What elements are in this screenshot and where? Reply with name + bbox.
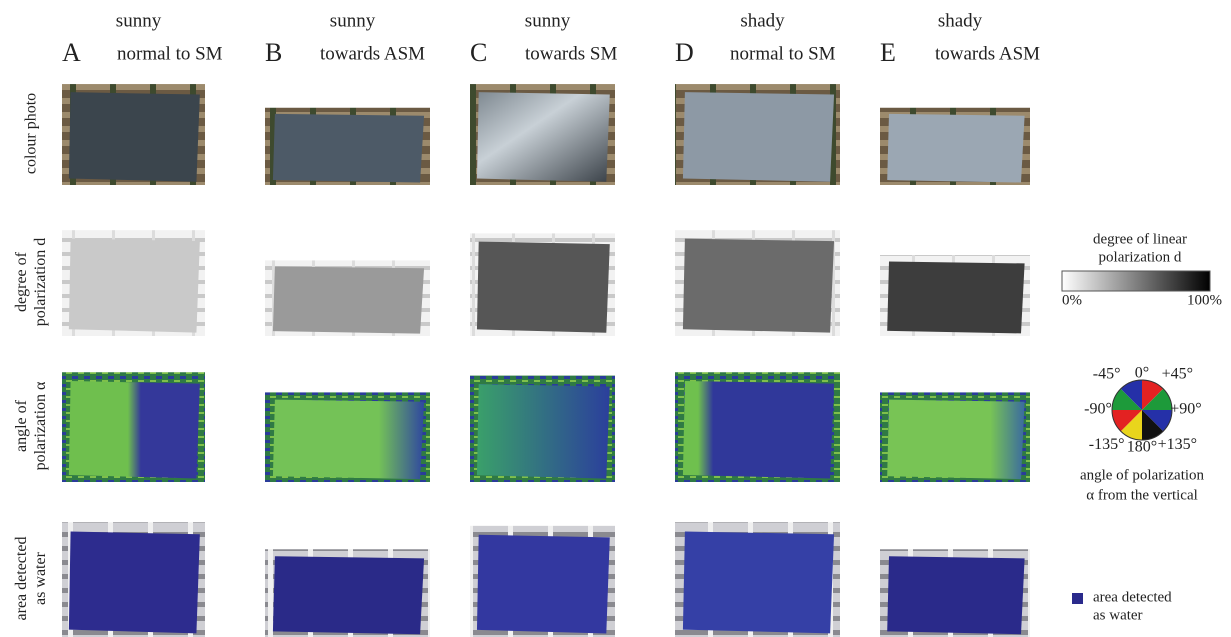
row-label: colour photo bbox=[23, 93, 40, 174]
surface-panel bbox=[273, 556, 424, 634]
dop-legend-title: polarization d bbox=[1099, 249, 1182, 265]
aop-caption: α from the vertical bbox=[1086, 487, 1198, 503]
aop-angle-label: -135° bbox=[1089, 436, 1125, 453]
surface-panel bbox=[887, 556, 1024, 634]
aop-angle-label: +135° bbox=[1158, 436, 1197, 453]
aop-angle-label: -45° bbox=[1093, 365, 1121, 382]
aop-caption: angle of polarization bbox=[1080, 467, 1205, 483]
surface-panel bbox=[69, 532, 200, 634]
surface-panel bbox=[683, 381, 834, 478]
direction-label: towards ASM bbox=[320, 43, 425, 64]
dop-min-label: 0% bbox=[1062, 292, 1082, 308]
surface-panel bbox=[683, 239, 834, 333]
condition-label: sunny bbox=[116, 10, 162, 31]
surface-panel bbox=[273, 114, 424, 183]
dop-legend-title: degree of linear bbox=[1093, 231, 1187, 247]
panel-letter: E bbox=[880, 38, 896, 67]
row-label: angle of bbox=[13, 399, 30, 452]
dop-colorbar bbox=[1062, 271, 1210, 291]
direction-label: normal to SM bbox=[730, 43, 836, 64]
row-label: area detected bbox=[13, 537, 30, 621]
image-grid bbox=[62, 84, 1030, 637]
row-label: polarization d bbox=[32, 238, 49, 326]
condition-label: shady bbox=[740, 10, 785, 31]
direction-label: towards SM bbox=[525, 43, 617, 64]
surface-panel bbox=[477, 92, 610, 182]
panel-letter: D bbox=[675, 38, 694, 67]
aop-angle-label: +90° bbox=[1170, 401, 1201, 418]
panel-letter: C bbox=[470, 38, 487, 67]
condition-label: sunny bbox=[330, 10, 376, 31]
aop-angle-label: 180° bbox=[1127, 439, 1157, 456]
surface-panel bbox=[887, 400, 1024, 480]
surface-panel bbox=[477, 242, 610, 333]
surface-panel bbox=[69, 381, 200, 478]
surface-panel bbox=[887, 114, 1024, 183]
surface-panel bbox=[887, 261, 1024, 333]
surface-panel bbox=[69, 239, 200, 333]
surface-panel bbox=[69, 92, 200, 182]
surface-panel bbox=[273, 266, 424, 333]
surface-panel bbox=[683, 532, 834, 634]
panel-letter: A bbox=[62, 38, 81, 67]
surface-panel bbox=[683, 92, 834, 182]
row-label: degree of bbox=[13, 251, 30, 312]
water-legend-label: as water bbox=[1093, 607, 1143, 623]
direction-label: normal to SM bbox=[117, 43, 223, 64]
surface-panel bbox=[273, 400, 424, 480]
water-legend-label: area detected bbox=[1093, 589, 1172, 605]
condition-label: shady bbox=[938, 10, 983, 31]
direction-label: towards ASM bbox=[935, 43, 1040, 64]
dop-max-label: 100% bbox=[1187, 292, 1222, 308]
figure: sunny Anormal to SM sunny Btowards ASM sunny… bbox=[0, 0, 1231, 637]
aop-angle-label: -90° bbox=[1084, 401, 1112, 418]
panel-letter: B bbox=[265, 38, 282, 67]
row-label: as water bbox=[32, 551, 49, 605]
row-label: polarization α bbox=[32, 381, 49, 470]
aop-angle-label: 0° bbox=[1135, 365, 1149, 382]
aop-angle-label: +45° bbox=[1162, 365, 1193, 382]
condition-label: sunny bbox=[525, 10, 571, 31]
surface-panel bbox=[477, 535, 610, 634]
water-swatch bbox=[1072, 593, 1083, 604]
surface-panel bbox=[477, 384, 610, 478]
